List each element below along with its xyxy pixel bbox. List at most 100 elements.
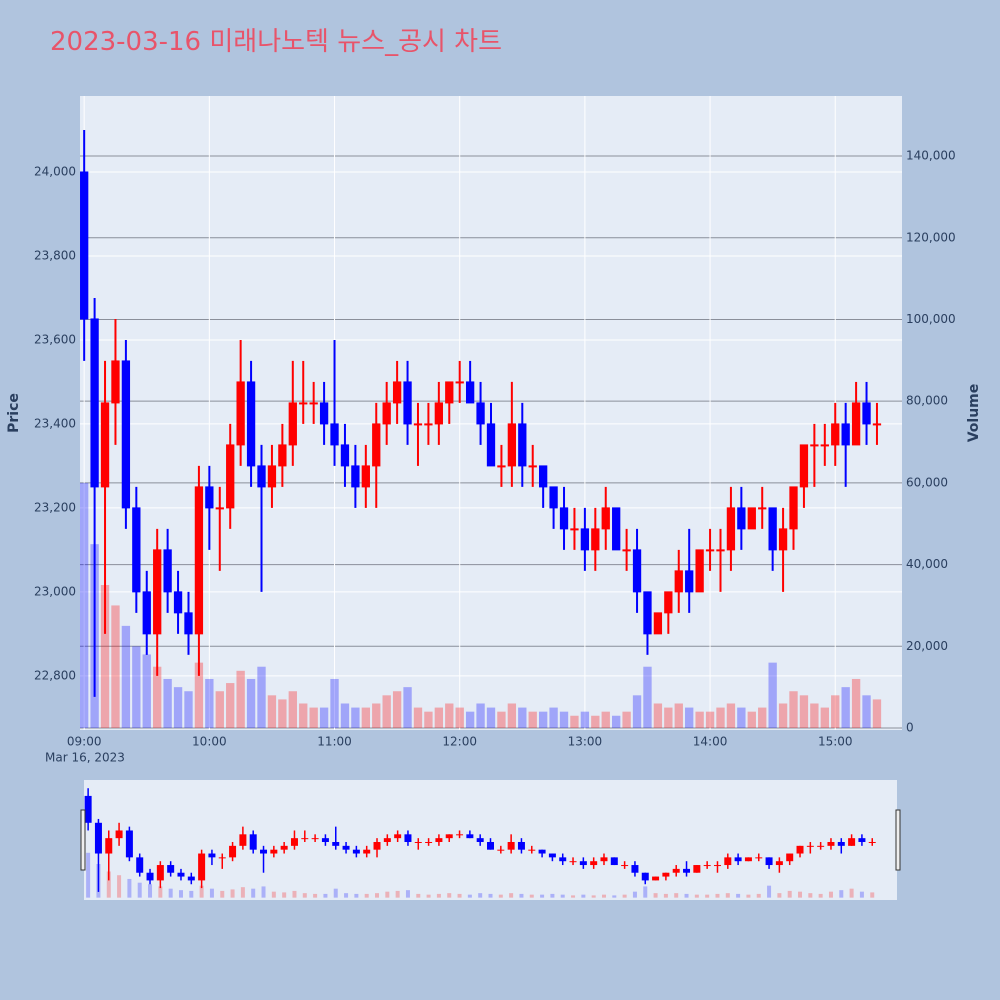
candle-body — [549, 486, 558, 509]
volume-bar — [716, 707, 725, 728]
x-tick-label: 13:00 — [568, 735, 603, 749]
slider-handle-left[interactable] — [80, 809, 86, 871]
slider-candle-body — [652, 876, 660, 881]
candle-body — [330, 423, 339, 446]
volume-bar — [330, 678, 339, 728]
slider-volume-bar — [519, 893, 524, 898]
slider-candle-body — [177, 872, 185, 877]
slider-volume-bar — [302, 893, 307, 898]
y2-tick-label: 100,000 — [906, 312, 956, 326]
volume-bar — [257, 666, 266, 728]
slider-candle-body — [280, 845, 288, 850]
candle-body — [372, 423, 381, 467]
y2-tick-label: 60,000 — [906, 475, 948, 489]
slider-volume-bar — [137, 882, 142, 898]
volume-bar — [215, 691, 224, 728]
volume-bar — [653, 703, 663, 728]
slider-volume-bar — [839, 890, 844, 898]
slider-candle-body — [342, 845, 350, 850]
slider-volume-bar — [220, 890, 225, 898]
candle-body — [163, 549, 172, 593]
slider-candle-body — [662, 872, 670, 877]
slider-candle-body — [239, 834, 247, 846]
candle-body — [445, 381, 454, 404]
slider-candle-body — [734, 857, 742, 862]
slider-volume-bar — [663, 893, 668, 898]
slider-candle-body — [187, 876, 195, 881]
slider-volume-bar — [540, 894, 545, 898]
candle-body — [632, 549, 642, 593]
slider-candle-body — [528, 849, 536, 851]
candle-body — [278, 444, 287, 467]
candle-body — [862, 402, 871, 425]
slider-candle-body — [775, 861, 783, 866]
slider-volume-bar — [148, 884, 153, 898]
volume-bar — [111, 605, 120, 728]
candle-body — [789, 486, 798, 530]
volume-bar — [632, 695, 642, 728]
volume-bar — [831, 695, 840, 728]
volume-bar — [528, 711, 537, 728]
slider-volume-bar — [746, 894, 751, 898]
volume-bar — [476, 703, 485, 728]
candle-body — [246, 381, 256, 467]
slider-volume-bar — [653, 893, 658, 898]
slider-volume-bar — [581, 894, 586, 898]
candle-body — [497, 465, 506, 468]
candle-body — [319, 402, 329, 425]
volume-bar — [549, 707, 558, 728]
slider-candle-body — [765, 857, 773, 866]
volume-bar — [612, 715, 621, 728]
slider-candle-body — [755, 857, 763, 859]
volume-bar — [392, 691, 402, 728]
slider-candle-body — [332, 841, 340, 846]
volume-bar — [142, 654, 151, 728]
slider-volume-bar — [632, 891, 637, 898]
slider-candle-body — [404, 834, 412, 842]
slider-volume-bar — [364, 893, 369, 898]
volume-bar — [80, 482, 89, 728]
volume-bar — [309, 707, 318, 728]
y2-tick-label: 0 — [906, 720, 914, 734]
slider-volume-bar — [199, 885, 204, 898]
slider-candle-body — [713, 865, 721, 867]
slider-candle-body — [136, 857, 144, 873]
slider-candle-body — [301, 838, 309, 840]
slider-candle-body — [538, 849, 546, 854]
volume-bar — [507, 703, 517, 728]
slider-volume-bar — [168, 888, 173, 898]
slider-volume-bar — [416, 893, 421, 898]
slider-volume-bar — [828, 891, 833, 898]
volume-bar — [758, 707, 767, 728]
candle-body — [403, 381, 412, 425]
candle-body — [236, 381, 245, 446]
volume-bar — [424, 711, 433, 728]
volume-bar — [100, 585, 110, 728]
slider-candle-body — [229, 845, 237, 858]
range-slider[interactable] — [80, 780, 901, 900]
slider-candle-body — [631, 865, 639, 873]
candle-body — [424, 423, 433, 426]
slider-volume-bar — [756, 893, 761, 898]
candle-body — [309, 402, 318, 405]
slider-handle-right[interactable] — [895, 809, 901, 871]
slider-volume-bar — [282, 892, 287, 898]
slider-candle-body — [383, 838, 391, 842]
volume-bar — [841, 687, 850, 728]
slider-volume-bar — [684, 893, 689, 898]
slider-volume-bar — [230, 889, 235, 898]
candle-body — [194, 486, 204, 635]
y-tick-label: 23,800 — [34, 248, 76, 262]
slider-volume-bar — [798, 891, 803, 898]
candle-body — [612, 507, 621, 551]
candle-body — [132, 507, 141, 593]
slider-candle-body — [352, 849, 360, 854]
volume-bar — [538, 711, 548, 728]
candle-body — [205, 486, 214, 509]
candle-body — [413, 423, 423, 426]
slider-candle-body — [672, 868, 680, 873]
volume-bar — [226, 683, 235, 728]
volume-bar — [570, 715, 579, 728]
slider-volume-bar — [509, 893, 514, 898]
